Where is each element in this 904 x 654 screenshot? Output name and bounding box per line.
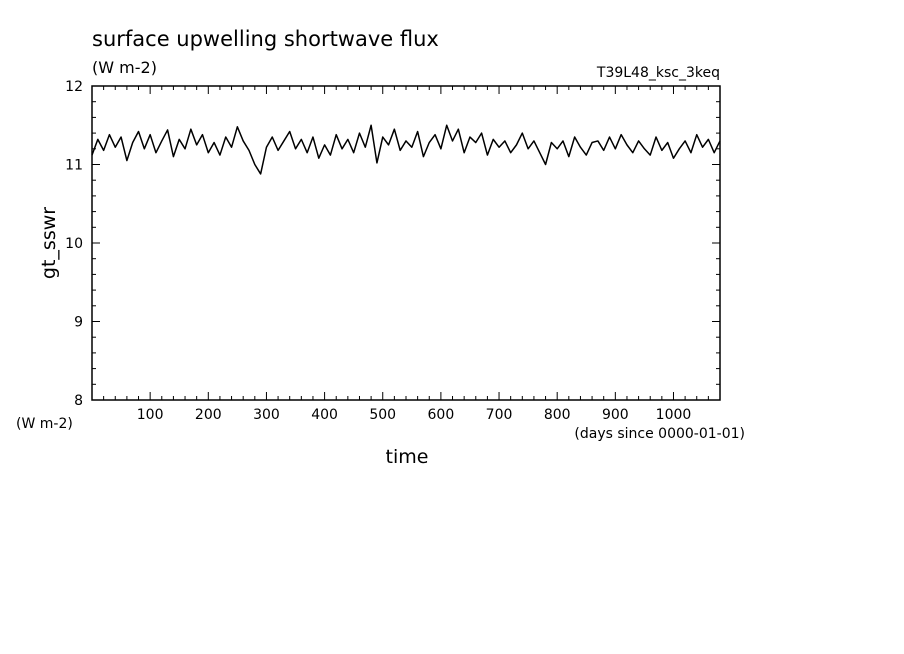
x-tick-label: 100 bbox=[137, 407, 164, 423]
x-tick-label: 900 bbox=[602, 407, 629, 423]
x-tick-label: 500 bbox=[369, 407, 396, 423]
x-tick-label: 600 bbox=[428, 407, 455, 423]
chart-title: surface upwelling shortwave flux bbox=[92, 27, 439, 51]
x-axis-label: time bbox=[386, 446, 429, 468]
x-tick-label: 700 bbox=[486, 407, 513, 423]
x-tick-label: 200 bbox=[195, 407, 222, 423]
plot-frame bbox=[91, 85, 721, 401]
y-tick-labels: 8 9 10 11 12 bbox=[65, 79, 83, 409]
series-line bbox=[91, 124, 721, 175]
x-tick-label: 300 bbox=[253, 407, 280, 423]
x-tick-labels: 100 200 300 400 500 600 700 800 900 1000 bbox=[137, 407, 692, 423]
x-tick-label: 400 bbox=[311, 407, 338, 423]
y-tick-label: 9 bbox=[74, 315, 83, 331]
x-tick-label: 1000 bbox=[656, 407, 692, 423]
y-tick-label: 10 bbox=[65, 236, 83, 252]
x-tick-label: 800 bbox=[544, 407, 571, 423]
y-tick-label: 12 bbox=[65, 79, 83, 95]
y-tick-label: 11 bbox=[65, 158, 83, 174]
y-tick-label: 8 bbox=[74, 393, 83, 409]
x-units-label: (days since 0000-01-01) bbox=[574, 426, 745, 442]
chart-title-units: (W m-2) bbox=[92, 58, 157, 77]
y-axis-label: gt_sswr bbox=[38, 207, 60, 279]
axis-ticks bbox=[92, 86, 720, 400]
run-label: T39L48_ksc_3keq bbox=[596, 65, 720, 81]
y-units-label: (W m-2) bbox=[16, 416, 73, 432]
